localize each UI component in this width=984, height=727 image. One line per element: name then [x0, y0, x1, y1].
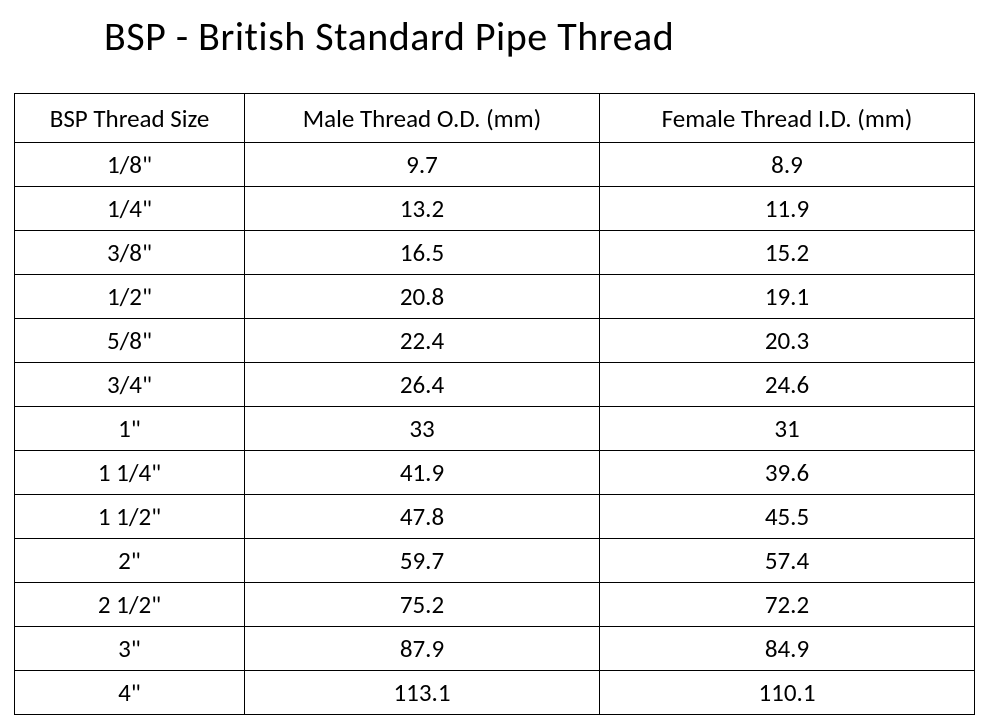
table-row: 5/8" 22.4 20.3 — [15, 319, 975, 363]
col-header-female-id: Female Thread I.D. (mm) — [600, 94, 975, 143]
cell-male-od: 33 — [245, 407, 600, 451]
cell-male-od: 9.7 — [245, 143, 600, 187]
cell-female-id: 45.5 — [600, 495, 975, 539]
col-header-size: BSP Thread Size — [15, 94, 245, 143]
cell-female-id: 24.6 — [600, 363, 975, 407]
table-row: 2 1/2" 75.2 72.2 — [15, 583, 975, 627]
cell-size: 3/8" — [15, 231, 245, 275]
table-header-row: BSP Thread Size Male Thread O.D. (mm) Fe… — [15, 94, 975, 143]
cell-size: 3/4" — [15, 363, 245, 407]
cell-male-od: 87.9 — [245, 627, 600, 671]
cell-female-id: 57.4 — [600, 539, 975, 583]
table-row: 3/8" 16.5 15.2 — [15, 231, 975, 275]
cell-size: 1" — [15, 407, 245, 451]
cell-male-od: 113.1 — [245, 671, 600, 715]
cell-male-od: 41.9 — [245, 451, 600, 495]
cell-female-id: 11.9 — [600, 187, 975, 231]
cell-size: 1/4" — [15, 187, 245, 231]
cell-size: 1 1/2" — [15, 495, 245, 539]
table-row: 1 1/2" 47.8 45.5 — [15, 495, 975, 539]
cell-male-od: 47.8 — [245, 495, 600, 539]
cell-female-id: 72.2 — [600, 583, 975, 627]
table-row: 1/2" 20.8 19.1 — [15, 275, 975, 319]
cell-size: 3" — [15, 627, 245, 671]
cell-size: 1/8" — [15, 143, 245, 187]
cell-male-od: 22.4 — [245, 319, 600, 363]
cell-male-od: 13.2 — [245, 187, 600, 231]
col-header-male-od: Male Thread O.D. (mm) — [245, 94, 600, 143]
table-row: 1 1/4" 41.9 39.6 — [15, 451, 975, 495]
cell-female-id: 31 — [600, 407, 975, 451]
cell-male-od: 26.4 — [245, 363, 600, 407]
table-row: 4" 113.1 110.1 — [15, 671, 975, 715]
cell-male-od: 16.5 — [245, 231, 600, 275]
cell-female-id: 8.9 — [600, 143, 975, 187]
table-row: 1/4" 13.2 11.9 — [15, 187, 975, 231]
cell-female-id: 84.9 — [600, 627, 975, 671]
table-row: 1/8" 9.7 8.9 — [15, 143, 975, 187]
cell-male-od: 75.2 — [245, 583, 600, 627]
cell-size: 2" — [15, 539, 245, 583]
table-row: 2" 59.7 57.4 — [15, 539, 975, 583]
cell-female-id: 39.6 — [600, 451, 975, 495]
cell-size: 2 1/2" — [15, 583, 245, 627]
cell-size: 1 1/4" — [15, 451, 245, 495]
cell-female-id: 19.1 — [600, 275, 975, 319]
table-row: 3/4" 26.4 24.6 — [15, 363, 975, 407]
table-row: 1" 33 31 — [15, 407, 975, 451]
cell-female-id: 110.1 — [600, 671, 975, 715]
cell-female-id: 20.3 — [600, 319, 975, 363]
cell-male-od: 20.8 — [245, 275, 600, 319]
table-row: 3" 87.9 84.9 — [15, 627, 975, 671]
bsp-thread-table: BSP Thread Size Male Thread O.D. (mm) Fe… — [14, 93, 975, 715]
cell-size: 4" — [15, 671, 245, 715]
cell-size: 5/8" — [15, 319, 245, 363]
page-title: BSP - British Standard Pipe Thread — [104, 12, 970, 61]
cell-male-od: 59.7 — [245, 539, 600, 583]
cell-female-id: 15.2 — [600, 231, 975, 275]
cell-size: 1/2" — [15, 275, 245, 319]
